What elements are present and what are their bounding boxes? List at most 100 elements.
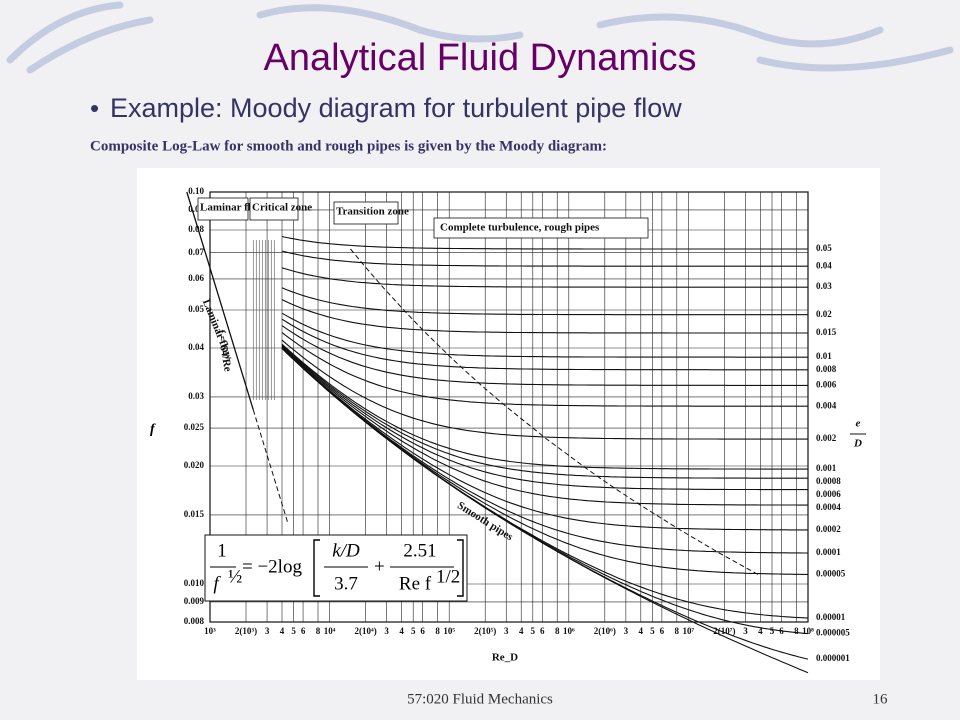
- roughness-curve: [281, 299, 808, 334]
- x-tick-label: 5: [291, 626, 296, 636]
- y-tick-label: 0.04: [188, 342, 204, 352]
- roughness-label: 0.002: [816, 433, 837, 443]
- roughness-label: 0.006: [816, 379, 837, 389]
- roughness-label: 0.03: [816, 281, 832, 291]
- x-tick-label: 10⁸: [802, 626, 814, 636]
- bracket: [313, 539, 320, 597]
- x-tick-label: 6: [301, 626, 306, 636]
- x-tick-label: 3: [504, 626, 509, 636]
- bracket: [457, 539, 464, 597]
- roughness-curve: [281, 287, 808, 316]
- swirl: [26, 16, 154, 74]
- y-tick-label: 0.06: [188, 273, 204, 283]
- roughness-curve: [281, 235, 808, 250]
- y-tick-label: 0.09: [188, 204, 204, 214]
- roughness-label: 0.0001: [816, 547, 841, 557]
- roughness-curve: [281, 347, 808, 531]
- y-tick-label: 0.025: [184, 422, 205, 432]
- laminar-line: [186, 191, 254, 410]
- x-tick-label: 10⁷: [683, 626, 695, 636]
- x-tick-label: 4: [399, 626, 404, 636]
- x-tick-label: 2(10⁶): [594, 626, 616, 636]
- formula-text: 2.51: [403, 540, 436, 561]
- roughness-label: 0.0008: [816, 476, 841, 486]
- annotation-box: [249, 197, 299, 221]
- x-tick-label: 6: [420, 626, 425, 636]
- annotation-box: [197, 197, 249, 221]
- x-tick-label: 3: [624, 626, 629, 636]
- roughness-curve: [281, 345, 808, 491]
- slide-title: Analytical Fluid Dynamics: [264, 37, 697, 79]
- roughness-label: 0.00005: [816, 569, 846, 579]
- x-tick-label: 5: [650, 626, 655, 636]
- roughness-curve: [281, 250, 808, 267]
- y-tick-label: 0.10: [188, 186, 204, 196]
- y-tick-label: 0.05: [188, 304, 204, 314]
- formula-text: Re f: [399, 573, 432, 594]
- roughness-label: 0.01: [816, 351, 832, 361]
- laminar-extension: [252, 409, 289, 525]
- roughness-curve: [281, 344, 808, 479]
- roughness-label: 0.0002: [816, 524, 841, 534]
- page-number: 16: [873, 691, 889, 707]
- y-tick-label: 0.07: [188, 247, 204, 257]
- roughness-label: 0.004: [816, 400, 837, 410]
- chart-background: [137, 168, 880, 680]
- x-axis-label: Re_D: [492, 652, 518, 664]
- y-axis-label: f: [150, 422, 156, 437]
- roughness-label: 0.000005: [816, 628, 850, 638]
- swirl: [256, 4, 524, 43]
- x-tick-label: 8: [555, 626, 560, 636]
- annotation: Laminar flow: [200, 202, 264, 214]
- x-tick-label: 2(10⁴): [355, 626, 377, 636]
- roughness-label: 0.00001: [816, 612, 846, 622]
- y-tick-label: 0.08: [188, 224, 204, 234]
- x-tick-label: 4: [280, 626, 285, 636]
- swirl: [6, 1, 124, 64]
- x-tick-label: 3: [384, 626, 389, 636]
- x-tick-label: 5: [411, 626, 416, 636]
- roughness-curve: [281, 339, 808, 440]
- x-tick-label: 4: [639, 626, 644, 636]
- formula-text: ½: [228, 566, 242, 587]
- x-tick-label: 8: [316, 626, 321, 636]
- formula-text: 1/2: [436, 566, 460, 587]
- x-tick-label: 8: [794, 626, 799, 636]
- roughness-axis-den: D: [853, 438, 862, 450]
- roughness-curve: [281, 346, 808, 506]
- roughness-curve: [281, 312, 808, 358]
- roughness-label: 0.008: [816, 364, 837, 374]
- roughness-label: 0.000001: [816, 653, 850, 663]
- x-tick-label: 6: [540, 626, 545, 636]
- y-tick-label: 0.008: [184, 616, 205, 626]
- decoration: [6, 1, 954, 74]
- annotation: Transition zone: [336, 206, 409, 218]
- roughness-label: 0.015: [816, 327, 837, 337]
- x-tick-label: 10⁵: [443, 626, 455, 636]
- formula-text: +: [374, 556, 385, 577]
- y-tick-label: 0.015: [184, 509, 205, 519]
- roughness-label: 0.001: [816, 463, 837, 473]
- roughness-curve: [281, 332, 808, 407]
- roughness-curve: [281, 267, 808, 288]
- x-tick-label: 2(10⁵): [474, 626, 496, 636]
- roughness-axis-num: e: [856, 418, 861, 430]
- plot-frame: [209, 191, 809, 623]
- x-tick-label: 5: [770, 626, 775, 636]
- x-tick-label: 10³: [204, 626, 216, 636]
- x-tick-label: 4: [519, 626, 524, 636]
- formula-text: f: [213, 573, 221, 594]
- y-tick-label: 0.020: [184, 460, 205, 470]
- y-tick-label: 0.03: [188, 391, 204, 401]
- y-tick-label: 0.009: [184, 596, 205, 606]
- x-tick-label: 8: [435, 626, 440, 636]
- x-tick-label: 3: [265, 626, 270, 636]
- annotation-box: [433, 217, 649, 239]
- roughness-curve: [281, 343, 808, 470]
- formula-text: 1: [217, 540, 227, 561]
- x-tick-label: 6: [660, 626, 665, 636]
- formula-text: k/D: [332, 540, 360, 561]
- x-tick-label: 2(10³): [235, 626, 257, 636]
